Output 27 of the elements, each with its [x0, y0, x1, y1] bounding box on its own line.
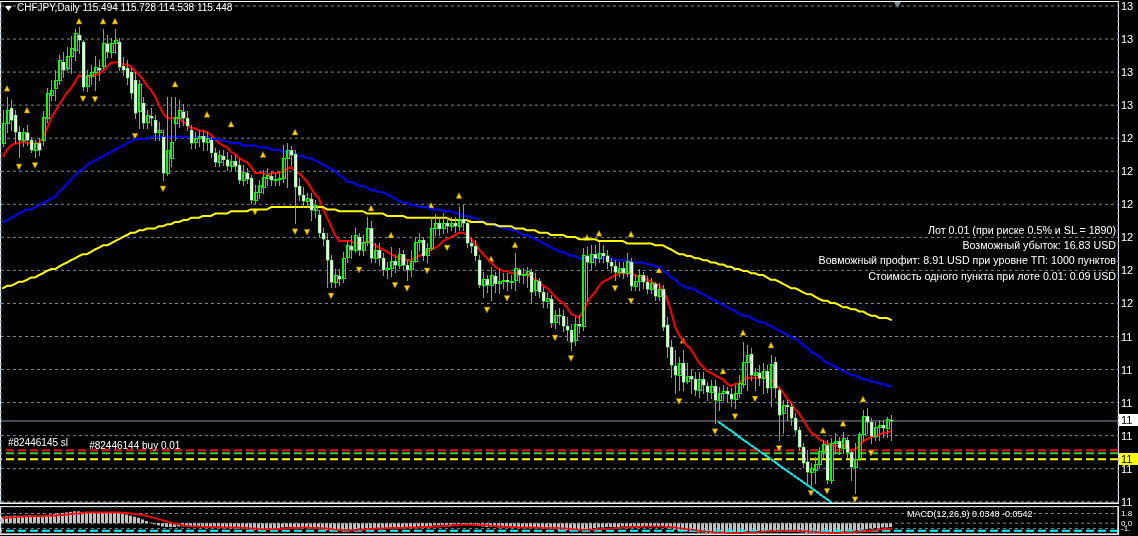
text: 11 [1121, 329, 1133, 344]
ref-line-label: #82446144 buy 0.01 [89, 440, 181, 452]
annotation: Вовможный профит: 8.91 USD при уровне ТП: 1000 пунктов [818, 253, 1116, 269]
text: Лот 0.01 (при риске 0.5% и SL = 1890) [927, 223, 1116, 238]
text: 11 [1121, 428, 1133, 443]
text: 13 [1121, 0, 1134, 13]
text: 12 [1121, 230, 1134, 245]
text: 11 [1121, 494, 1133, 509]
text: Возможный убыток: 16.83 USD [961, 238, 1116, 254]
text: 12 [1121, 197, 1134, 212]
text: 13 [1121, 32, 1134, 47]
chart-title: CHFJPY,Daily 115.494 115.728 114.538 115.448 [17, 2, 233, 13]
text: 13 [1121, 98, 1134, 113]
text: 11 [1119, 453, 1138, 465]
text: 11 [1121, 462, 1133, 476]
text: 11 [1121, 395, 1133, 410]
text: 13 [1121, 65, 1134, 80]
text: 12 [1121, 263, 1134, 278]
text: 12 [1121, 296, 1134, 311]
text: MACD(12,26,9) 0.0348 -0.0542 [907, 509, 1033, 520]
annotation: Стоимость одного пункта при лоте 0.01: 0.09 USD [867, 268, 1116, 284]
text: 11 [1119, 414, 1138, 426]
text: 12 [1121, 164, 1134, 179]
text: 12 [1121, 131, 1134, 146]
ref-line-label: #82446145 sl [8, 437, 69, 449]
y-tick-label: 1.8 [1121, 509, 1133, 519]
text: 11 [1121, 362, 1133, 377]
